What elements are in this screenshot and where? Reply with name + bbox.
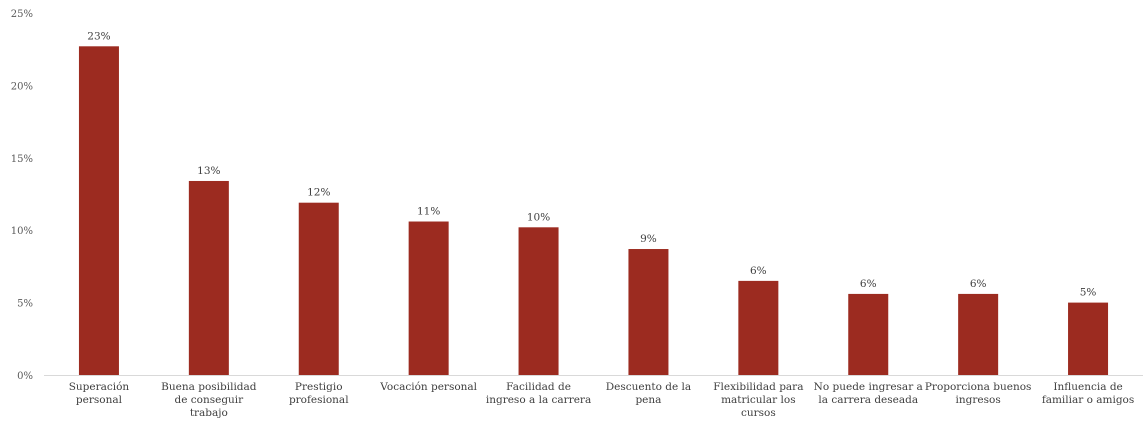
y-axis: 0% 5% 10% 15% 20% 25% xyxy=(11,9,33,382)
x-tick-label: Flexibilidad para matricular los cursos xyxy=(713,381,803,419)
bar xyxy=(518,227,559,375)
x-tick-label: Proporciona buenos ingresos xyxy=(925,381,1032,406)
data-label: 9% xyxy=(640,233,657,245)
data-label: 6% xyxy=(750,265,767,277)
bar xyxy=(628,249,669,375)
x-tick-label: Influencia de familiar o amigos xyxy=(1042,381,1134,406)
bar xyxy=(958,293,999,375)
x-tick-label: Facilidad de ingreso a la carrera xyxy=(486,381,591,406)
data-label: 10% xyxy=(527,211,550,223)
y-tick-label: 0% xyxy=(17,371,33,382)
bar xyxy=(78,46,119,375)
y-tick-label: 15% xyxy=(11,154,33,165)
data-labels: 23% 13% 12% 11% 10% 9% 6% 6% 6% 5% xyxy=(87,30,1096,298)
x-tick-label: No puede ingresar a la carrera deseada xyxy=(814,381,923,406)
data-label: 6% xyxy=(860,278,877,290)
bar xyxy=(408,221,449,375)
x-tick-label: Prestigio profesional xyxy=(289,381,349,406)
x-tick-label: Descuento de la pena xyxy=(606,381,691,406)
x-tick-label: Superación personal xyxy=(69,381,130,406)
data-label: 5% xyxy=(1080,287,1097,299)
data-label: 23% xyxy=(87,30,110,42)
x-tick-label: Vocación personal xyxy=(379,381,477,393)
data-label: 11% xyxy=(417,206,440,218)
y-tick-label: 5% xyxy=(17,299,33,310)
data-label: 6% xyxy=(970,278,987,290)
bar xyxy=(1068,302,1109,375)
x-axis: Superación personal Buena posibilidad de co… xyxy=(69,381,1135,419)
y-tick-label: 25% xyxy=(11,9,33,20)
y-tick-label: 10% xyxy=(11,226,33,237)
x-tick-label: Buena posibilidad de conseguir trabajo xyxy=(161,381,257,419)
bar xyxy=(848,293,889,375)
data-label: 13% xyxy=(197,165,220,177)
y-tick-label: 20% xyxy=(11,81,33,92)
bars xyxy=(78,46,1109,375)
bar xyxy=(738,280,779,375)
data-label: 12% xyxy=(307,187,330,199)
bar xyxy=(188,180,229,375)
bar xyxy=(298,202,339,375)
